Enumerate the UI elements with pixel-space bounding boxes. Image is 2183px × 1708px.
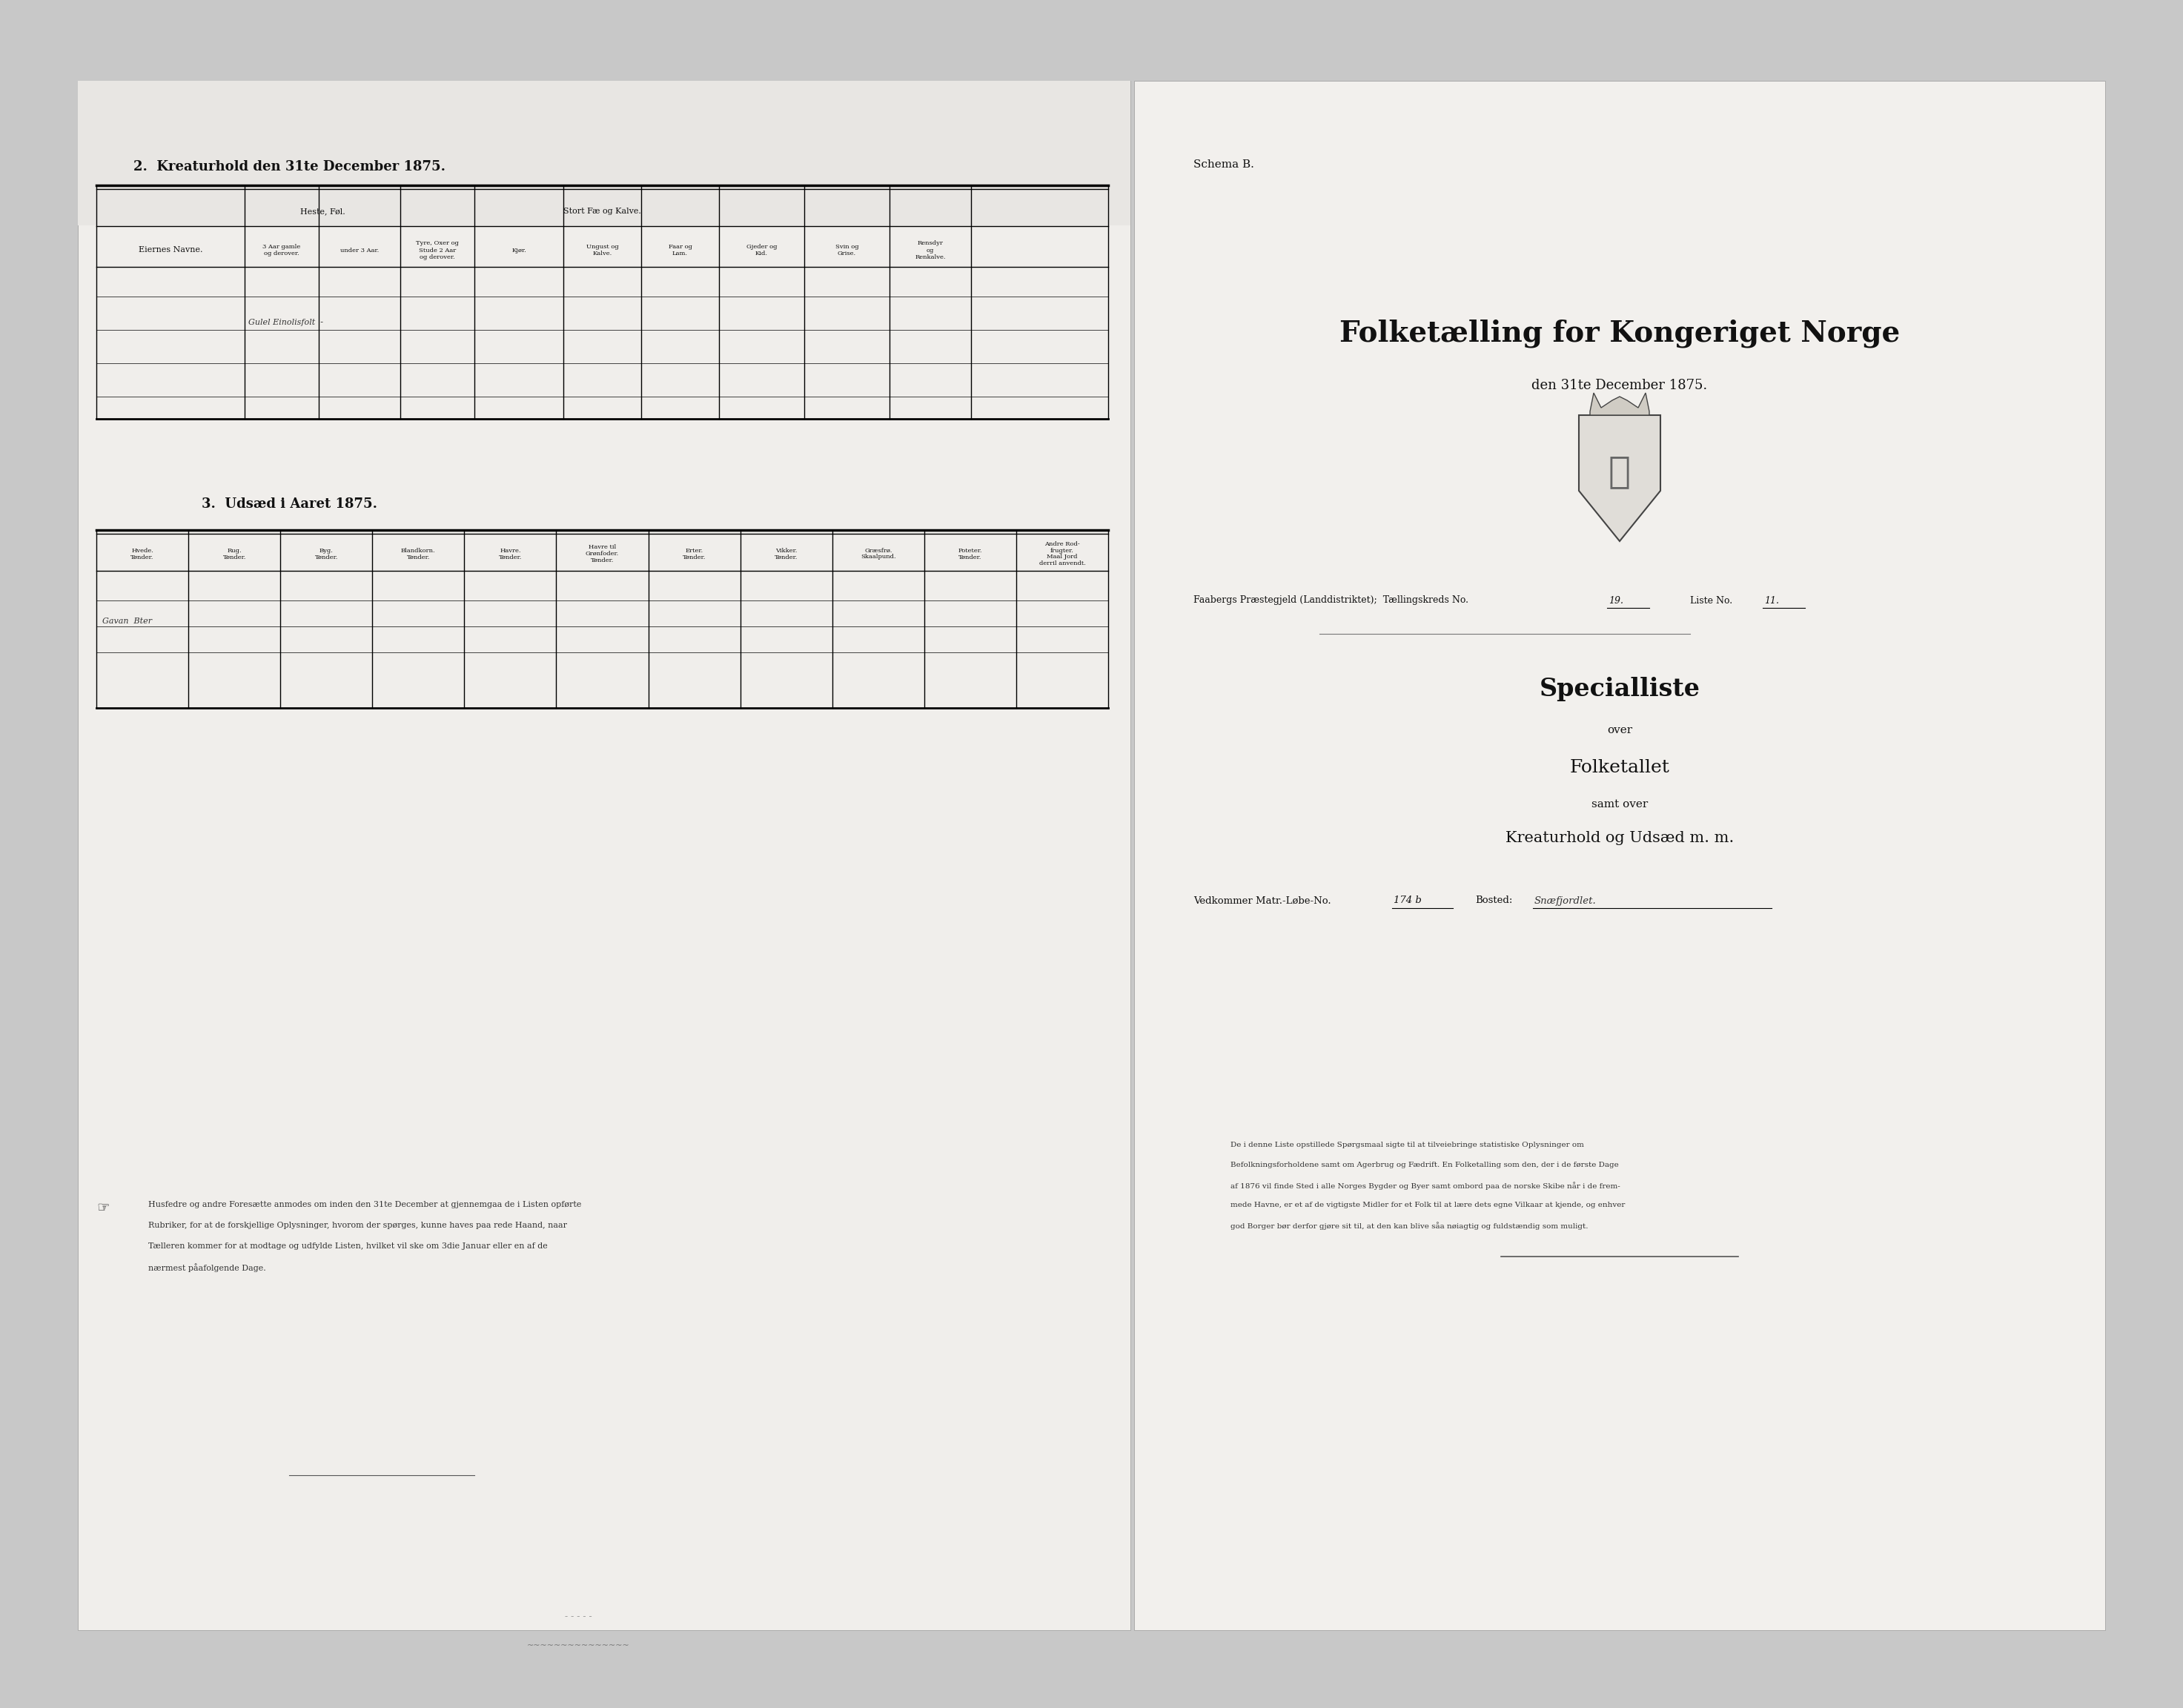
Text: Poteter.
Tønder.: Poteter. Tønder.	[958, 548, 982, 560]
Text: over: over	[1607, 724, 1633, 736]
Text: Folketallet: Folketallet	[1570, 758, 1670, 775]
Text: Gjeder og
Kid.: Gjeder og Kid.	[747, 244, 777, 256]
Text: god Borger bør derfor gjøre sit til, at den kan blive såa nøiagtig og fuldstændi: god Borger bør derfor gjøre sit til, at …	[1231, 1221, 1589, 1230]
Text: Vedkommer Matr.-Løbe-No.: Vedkommer Matr.-Løbe-No.	[1194, 897, 1332, 905]
Text: Snæfjordlet.: Snæfjordlet.	[1535, 897, 1596, 905]
Text: Kreaturhold og Udsæd m. m.: Kreaturhold og Udsæd m. m.	[1506, 830, 1733, 845]
Polygon shape	[1578, 415, 1661, 541]
Text: den 31te December 1875.: den 31te December 1875.	[1532, 379, 1707, 393]
Bar	[1135, 80, 2104, 1629]
Text: Faabergs Præstegjeld (Landdistriktet);  Tællingskreds No.: Faabergs Præstegjeld (Landdistriktet); T…	[1194, 596, 1469, 605]
Text: Folketælling for Kongeriget Norge: Folketælling for Kongeriget Norge	[1340, 319, 1899, 348]
Text: Heste, Føl.: Heste, Føl.	[299, 208, 345, 215]
Text: Rug.
Tønder.: Rug. Tønder.	[223, 548, 247, 560]
Text: Specialliste: Specialliste	[1539, 676, 1701, 702]
Text: Schema B.: Schema B.	[1194, 159, 1253, 169]
Text: - - - - -: - - - - -	[565, 1611, 592, 1621]
Bar	[79, 80, 1131, 225]
Text: Græsfrø.
Skaalpund.: Græsfrø. Skaalpund.	[860, 548, 895, 560]
Text: Vikker.
Tønder.: Vikker. Tønder.	[775, 548, 797, 560]
Bar	[79, 80, 1131, 1629]
Text: 2.  Kreaturhold den 31te December 1875.: 2. Kreaturhold den 31te December 1875.	[133, 161, 445, 174]
Text: nærmest påafolgende Dage.: nærmest påafolgende Dage.	[148, 1264, 266, 1272]
Text: Husfedre og andre Foresætte anmodes om inden den 31te December at gjennemgaa de : Husfedre og andre Foresætte anmodes om i…	[148, 1201, 581, 1208]
Text: Ungust og
Kalve.: Ungust og Kalve.	[585, 244, 618, 256]
Text: Faar og
Lam.: Faar og Lam.	[668, 244, 692, 256]
Text: ~~~~~~~~~~~~~~~: ~~~~~~~~~~~~~~~	[526, 1641, 629, 1650]
Text: 𝕷: 𝕷	[1609, 454, 1631, 490]
Text: ☞: ☞	[96, 1201, 109, 1214]
Text: samt over: samt over	[1591, 799, 1648, 810]
Text: af 1876 vil finde Sted i alle Norges Bygder og Byer samt ombord paa de norske Sk: af 1876 vil finde Sted i alle Norges Byg…	[1231, 1182, 1620, 1190]
Text: Blandkorn.
Tønder.: Blandkorn. Tønder.	[402, 548, 437, 560]
Text: Eiernes Navne.: Eiernes Navne.	[138, 246, 203, 254]
Text: mede Havne, er et af de vigtigste Midler for et Folk til at lære dets egne Vilka: mede Havne, er et af de vigtigste Midler…	[1231, 1202, 1624, 1208]
Text: Tyre, Oxer og
Stude 2 Aar
og derover.: Tyre, Oxer og Stude 2 Aar og derover.	[415, 241, 458, 260]
Text: Gulel Einolisfolt  -: Gulel Einolisfolt -	[249, 319, 323, 326]
Text: Hvede.
Tønder.: Hvede. Tønder.	[131, 548, 155, 560]
Text: De i denne Liste opstillede Spørgsmaal sigte til at tilveiebringe statistiske Op: De i denne Liste opstillede Spørgsmaal s…	[1231, 1141, 1585, 1148]
Text: Rensdyr
og
Renkalve.: Rensdyr og Renkalve.	[915, 241, 945, 260]
Text: 3 Aar gamle
og derover.: 3 Aar gamle og derover.	[262, 244, 301, 256]
Text: Havre til
Grønfoder.
Tønder.: Havre til Grønfoder. Tønder.	[585, 545, 620, 564]
Text: 11.: 11.	[1764, 596, 1779, 605]
Polygon shape	[1589, 393, 1650, 415]
Text: Havre.
Tønder.: Havre. Tønder.	[498, 548, 522, 560]
Text: Bosted:: Bosted:	[1476, 897, 1513, 905]
Text: Byg.
Tønder.: Byg. Tønder.	[314, 548, 338, 560]
Text: Andre Rod-
frugter.
Maal Jord
derril anvendt.: Andre Rod- frugter. Maal Jord derril anv…	[1039, 541, 1085, 567]
Text: 3.  Udsæd i Aaret 1875.: 3. Udsæd i Aaret 1875.	[201, 497, 378, 511]
Text: Befolkningsforholdene samt om Agerbrug og Fædrift. En Folketalling som den, der : Befolkningsforholdene samt om Agerbrug o…	[1231, 1161, 1620, 1168]
Text: 19.: 19.	[1609, 596, 1624, 605]
Text: Gavan  Bter: Gavan Bter	[103, 618, 153, 625]
Text: Kjør.: Kjør.	[511, 248, 526, 253]
Text: 174 b: 174 b	[1393, 897, 1421, 905]
Text: Erter.
Tønder.: Erter. Tønder.	[683, 548, 705, 560]
Text: under 3 Aar.: under 3 Aar.	[341, 248, 380, 253]
Text: Svin og
Grise.: Svin og Grise.	[836, 244, 858, 256]
Text: Liste No.: Liste No.	[1690, 596, 1733, 605]
Text: Tælleren kommer for at modtage og udfylde Listen, hvilket vil ske om 3die Januar: Tælleren kommer for at modtage og udfyld…	[148, 1242, 548, 1250]
Text: Stort Fæ og Kalve.: Stort Fæ og Kalve.	[563, 208, 642, 215]
Text: Rubriker, for at de forskjellige Oplysninger, hvorom der spørges, kunne haves pa: Rubriker, for at de forskjellige Oplysni…	[148, 1221, 568, 1230]
